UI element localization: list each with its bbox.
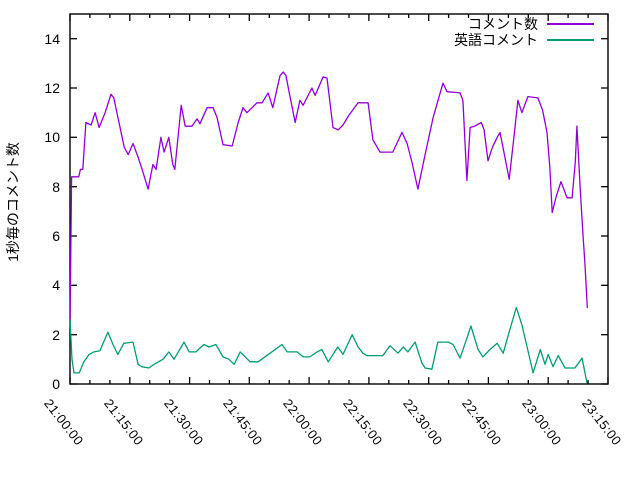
legend-label-english-comments: 英語コメント <box>454 32 538 48</box>
y-tick-label: 2 <box>52 326 60 343</box>
legend-line-sample-green <box>547 39 594 41</box>
y-tick-label: 8 <box>52 178 60 195</box>
legend-entry-english-comments: 英語コメント <box>368 32 594 48</box>
plot-border <box>69 13 609 385</box>
series-line-0 <box>69 71 588 326</box>
legend: コメント数 英語コメント <box>368 16 594 48</box>
y-tick-label: 6 <box>52 228 60 244</box>
series-line-1 <box>69 306 588 384</box>
y-tick-label: 12 <box>44 80 60 96</box>
y-tick-label: 14 <box>44 30 60 47</box>
y-tick-label: 10 <box>44 129 60 146</box>
legend-line-sample-purple <box>547 23 594 25</box>
y-tick-label: 0 <box>52 376 60 392</box>
legend-entry-comments: コメント数 <box>368 16 594 32</box>
y-tick-label: 4 <box>52 277 60 294</box>
legend-label-comments: コメント数 <box>468 16 538 32</box>
